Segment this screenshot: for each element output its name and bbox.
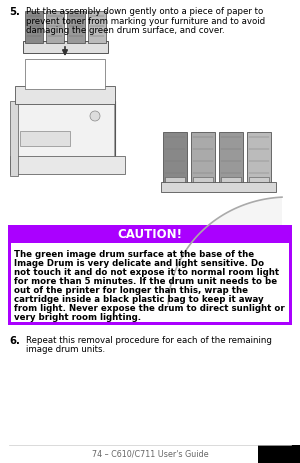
Bar (25, 12, 43, 44)
Bar (10, 102, 18, 176)
Bar (8, 225, 292, 325)
Bar (163, 133, 187, 185)
Text: 74 – C610/C711 User's Guide: 74 – C610/C711 User's Guide (92, 449, 208, 458)
Bar (15, 102, 115, 172)
Bar (193, 178, 213, 184)
Text: for more than 5 minutes. If the drum unit needs to be: for more than 5 minutes. If the drum uni… (14, 276, 277, 285)
Text: Put the assembly down gently onto a piece of paper to: Put the assembly down gently onto a piec… (26, 7, 263, 16)
Text: cartridge inside a black plastic bag to keep it away: cartridge inside a black plastic bag to … (14, 294, 264, 303)
Text: very bright room lighting.: very bright room lighting. (14, 313, 141, 321)
Text: from light. Never expose the drum to direct sunlight or: from light. Never expose the drum to dir… (14, 303, 285, 313)
Text: Repeat this removal procedure for each of the remaining: Repeat this removal procedure for each o… (26, 335, 272, 344)
Bar (165, 178, 185, 184)
Text: 6.: 6. (9, 335, 20, 345)
Polygon shape (168, 198, 282, 305)
Text: The green image drum surface at the base of the: The green image drum surface at the base… (14, 250, 254, 258)
Bar (17, 104, 114, 169)
Bar (46, 12, 64, 44)
Text: Image Drum is very delicate and light sensitive. Do: Image Drum is very delicate and light se… (14, 258, 264, 268)
Text: image drum units.: image drum units. (26, 345, 105, 354)
Bar (258, 445, 300, 463)
Bar (25, 60, 105, 90)
Bar (249, 178, 269, 184)
Text: damaging the green drum surface, and cover.: damaging the green drum surface, and cov… (26, 26, 225, 35)
Bar (221, 178, 241, 184)
Text: not touch it and do not expose it to normal room light: not touch it and do not expose it to nor… (14, 268, 279, 276)
Text: prevent toner from marking your furniture and to avoid: prevent toner from marking your furnitur… (26, 17, 265, 25)
Bar (23, 42, 108, 54)
Bar (10, 156, 125, 175)
Text: 5.: 5. (9, 7, 20, 17)
Bar (191, 133, 215, 185)
Text: CAUTION!: CAUTION! (118, 228, 182, 241)
Bar (67, 12, 85, 44)
Bar (88, 12, 106, 44)
Circle shape (90, 112, 100, 122)
Bar (161, 182, 276, 193)
Bar (11, 244, 289, 322)
Bar (247, 133, 271, 185)
Bar (15, 87, 115, 105)
Bar (219, 133, 243, 185)
Bar (20, 131, 70, 147)
Text: out of the printer for longer than this, wrap the: out of the printer for longer than this,… (14, 285, 248, 294)
